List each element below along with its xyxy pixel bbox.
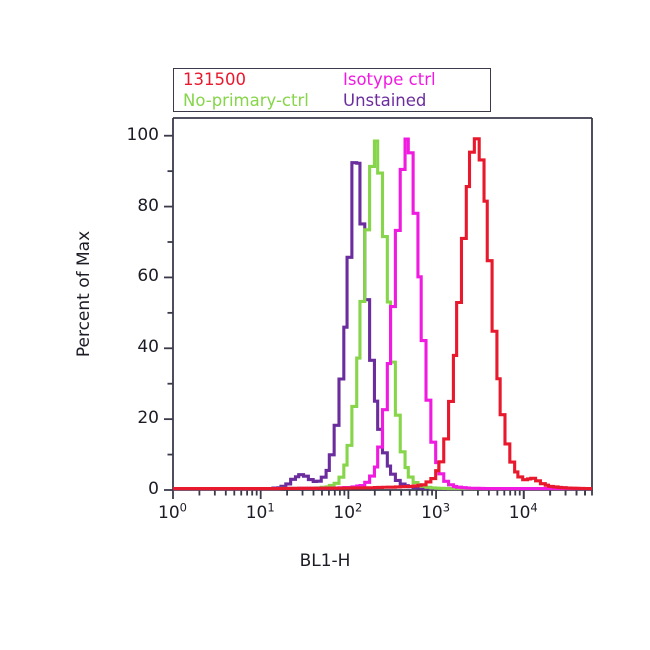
y-tick-label: 60 — [137, 266, 159, 287]
x-tick-exponent: 0 — [179, 500, 187, 515]
y-tick-label: 100 — [126, 124, 159, 145]
x-tick-mantissa: 10 — [508, 503, 531, 523]
legend: 131500 Isotype ctrl No-primary-ctrl Unst… — [173, 68, 491, 112]
x-tick-exponent: 3 — [442, 500, 451, 515]
x-axis-ticks — [172, 490, 593, 499]
x-axis-title: BL1-H — [299, 551, 351, 571]
y-tick-label: 0 — [148, 479, 159, 499]
x-tick-mantissa: 10 — [333, 503, 356, 523]
x-tick-exponent: 4 — [530, 500, 538, 515]
x-tick-mantissa: 10 — [421, 503, 443, 523]
legend-grid: 131500 Isotype ctrl No-primary-ctrl Unst… — [174, 69, 490, 111]
legend-entry-no-primary-ctrl: No-primary-ctrl — [183, 91, 309, 110]
x-tick-label: 103 — [421, 500, 451, 523]
x-tick-exponent: 2 — [355, 500, 363, 515]
plot-frame — [172, 118, 593, 491]
x-tick-label: 104 — [508, 500, 538, 523]
x-tick-label: 102 — [333, 500, 363, 523]
y-axis-title: Percent of Max — [74, 230, 94, 358]
legend-entry-131500: 131500 — [183, 70, 246, 89]
legend-entry-unstained: Unstained — [343, 91, 427, 110]
x-tick-mantissa: 10 — [245, 503, 268, 523]
y-tick-label: 80 — [137, 195, 159, 216]
y-tick-label: 20 — [137, 408, 159, 429]
y-axis-ticks — [164, 134, 173, 491]
x-tick-exponent: 1 — [267, 500, 275, 515]
y-tick-label: 40 — [137, 337, 159, 358]
x-tick-label: 100 — [158, 500, 187, 523]
series-curve-131500 — [173, 137, 592, 491]
x-tick-mantissa: 10 — [158, 503, 180, 523]
x-tick-label: 101 — [245, 500, 275, 523]
legend-entry-isotype-ctrl: Isotype ctrl — [343, 70, 436, 89]
